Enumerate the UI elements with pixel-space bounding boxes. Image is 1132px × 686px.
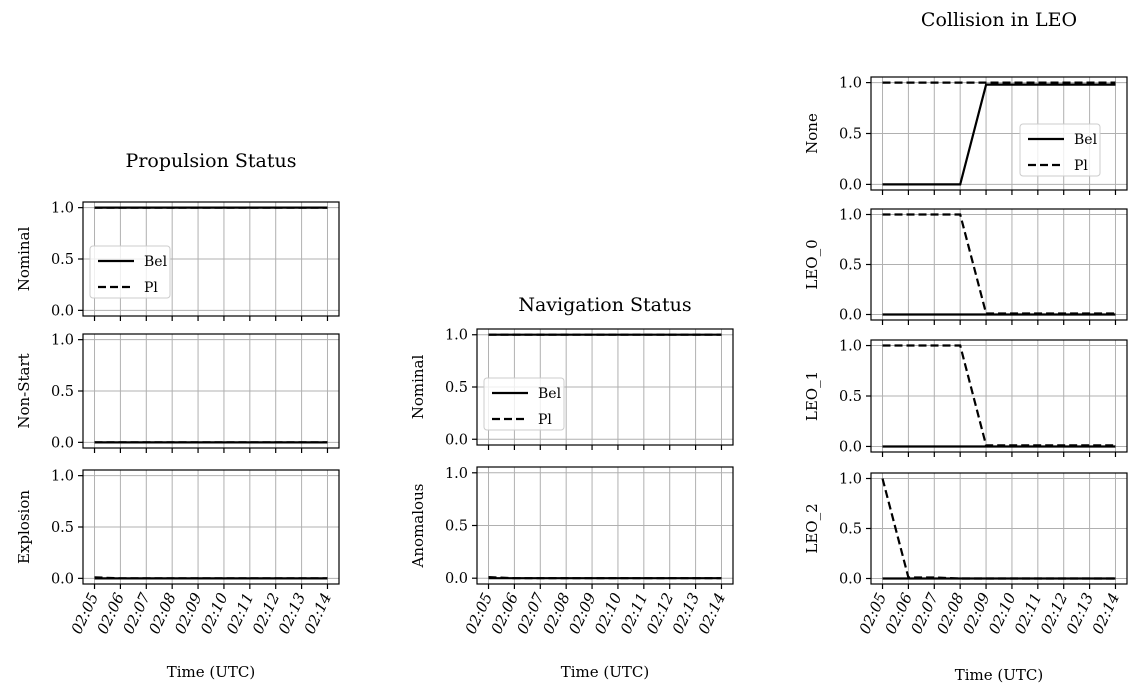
legend: Bel Pl (1019, 123, 1101, 177)
subplot-nominal: 0.0 0.5 1.0 Nominal Bel Pl (15, 201, 340, 321)
series-line-bel (882, 83, 1116, 186)
panel-title: Propulsion Status (126, 150, 297, 172)
y-tick-label: 0.0 (839, 177, 862, 193)
legend-box (1019, 123, 1101, 177)
y-tick-label: 0.5 (839, 258, 862, 274)
y-axis-label: LEO_1 (803, 371, 821, 421)
y-tick-label: 0.5 (51, 520, 74, 536)
axes-frame (476, 466, 734, 585)
series-line-pl (488, 576, 722, 580)
axes-frame (476, 328, 734, 446)
legend-label-pl: Pl (1074, 158, 1088, 174)
y-tick-label: 1.0 (839, 208, 862, 224)
subplot-leo_0: 0.0 0.5 1.0 LEO_0 (803, 208, 1128, 325)
subplot-explosion: 0.00.51.0Explosion02:0502:0602:0702:0802… (15, 469, 340, 681)
legend-label-bel: Bel (538, 386, 562, 402)
y-tick-label: 0.0 (839, 308, 862, 324)
legend: Bel Pl (89, 245, 171, 299)
y-tick-label: 0.5 (445, 380, 468, 396)
axes-frame (870, 76, 1128, 191)
x-axis-label: Time (UTC) (955, 666, 1044, 684)
series-line-pl (94, 576, 328, 580)
legend-label-pl: Pl (144, 280, 158, 296)
y-tick-label: 1.0 (839, 339, 862, 355)
legend-box (89, 245, 171, 299)
axes-frame (82, 469, 340, 585)
y-tick-label: 0.5 (839, 522, 862, 538)
y-tick-label: 0.0 (51, 303, 74, 319)
y-tick-label: 1.0 (51, 201, 74, 217)
y-axis-label: Nominal (15, 227, 33, 292)
y-tick-label: 0.0 (839, 572, 862, 588)
panel-title: Collision in LEO (921, 9, 1077, 31)
y-axis-label: Explosion (15, 490, 33, 564)
y-tick-label: 0.0 (51, 571, 74, 587)
x-axis-label: Time (UTC) (167, 663, 256, 681)
axes-frame (870, 208, 1128, 321)
y-tick-label: 0.0 (839, 439, 862, 455)
subplot-non-start: 0.0 0.5 1.0 Non-Start (15, 333, 340, 453)
y-axis-label: LEO_0 (803, 239, 821, 289)
y-tick-label: 0.5 (51, 384, 74, 400)
series-line-pl (882, 213, 1116, 315)
legend-label-pl: Pl (538, 412, 552, 428)
y-tick-label: 1.0 (51, 333, 74, 349)
legend-label-bel: Bel (144, 254, 168, 270)
y-axis-label: Nominal (409, 355, 427, 420)
y-tick-label: 1.0 (445, 328, 468, 344)
axes-frame (82, 333, 340, 449)
axes-frame (870, 472, 1128, 585)
subplot-nominal: 0.0 0.5 1.0 Nominal Bel Pl (409, 328, 734, 450)
y-tick-label: 1.0 (839, 76, 862, 92)
y-tick-label: 1.0 (445, 466, 468, 482)
axes-frame (870, 339, 1128, 453)
panel-2: Collision in LEO 0.0 0.5 1.0 None Bel Pl 0.0 0.5… (803, 9, 1128, 684)
y-tick-label: 0.0 (445, 432, 468, 448)
y-tick-label: 0.0 (51, 435, 74, 451)
y-axis-label: LEO_2 (803, 503, 821, 553)
y-tick-label: 1.0 (839, 472, 862, 488)
subplot-anomalous: 0.00.51.0Anomalous02:0502:0602:0702:0802… (409, 466, 734, 681)
x-axis-label: Time (UTC) (561, 663, 650, 681)
axes-frame (82, 201, 340, 317)
y-tick-label: 1.0 (51, 469, 74, 485)
subplot-none: 0.0 0.5 1.0 None Bel Pl (803, 76, 1128, 195)
legend-box (483, 377, 565, 431)
y-axis-label: None (803, 113, 821, 154)
legend-label-bel: Bel (1074, 132, 1098, 148)
y-tick-label: 0.5 (51, 252, 74, 268)
subplot-leo_1: 0.0 0.5 1.0 LEO_1 (803, 339, 1128, 457)
y-axis-label: Anomalous (409, 484, 427, 569)
y-tick-label: 0.5 (839, 389, 862, 405)
y-tick-label: 0.0 (445, 571, 468, 587)
y-axis-label: Non-Start (15, 353, 33, 428)
panel-title: Navigation Status (518, 294, 691, 316)
series-line-pl (882, 344, 1116, 447)
subplot-leo_2: 0.00.51.0LEO_202:0502:0602:0702:0802:090… (803, 472, 1128, 684)
series-line-pl (881, 478, 1116, 580)
y-tick-label: 0.5 (445, 519, 468, 535)
y-tick-label: 0.5 (839, 127, 862, 143)
legend: Bel Pl (483, 377, 565, 431)
